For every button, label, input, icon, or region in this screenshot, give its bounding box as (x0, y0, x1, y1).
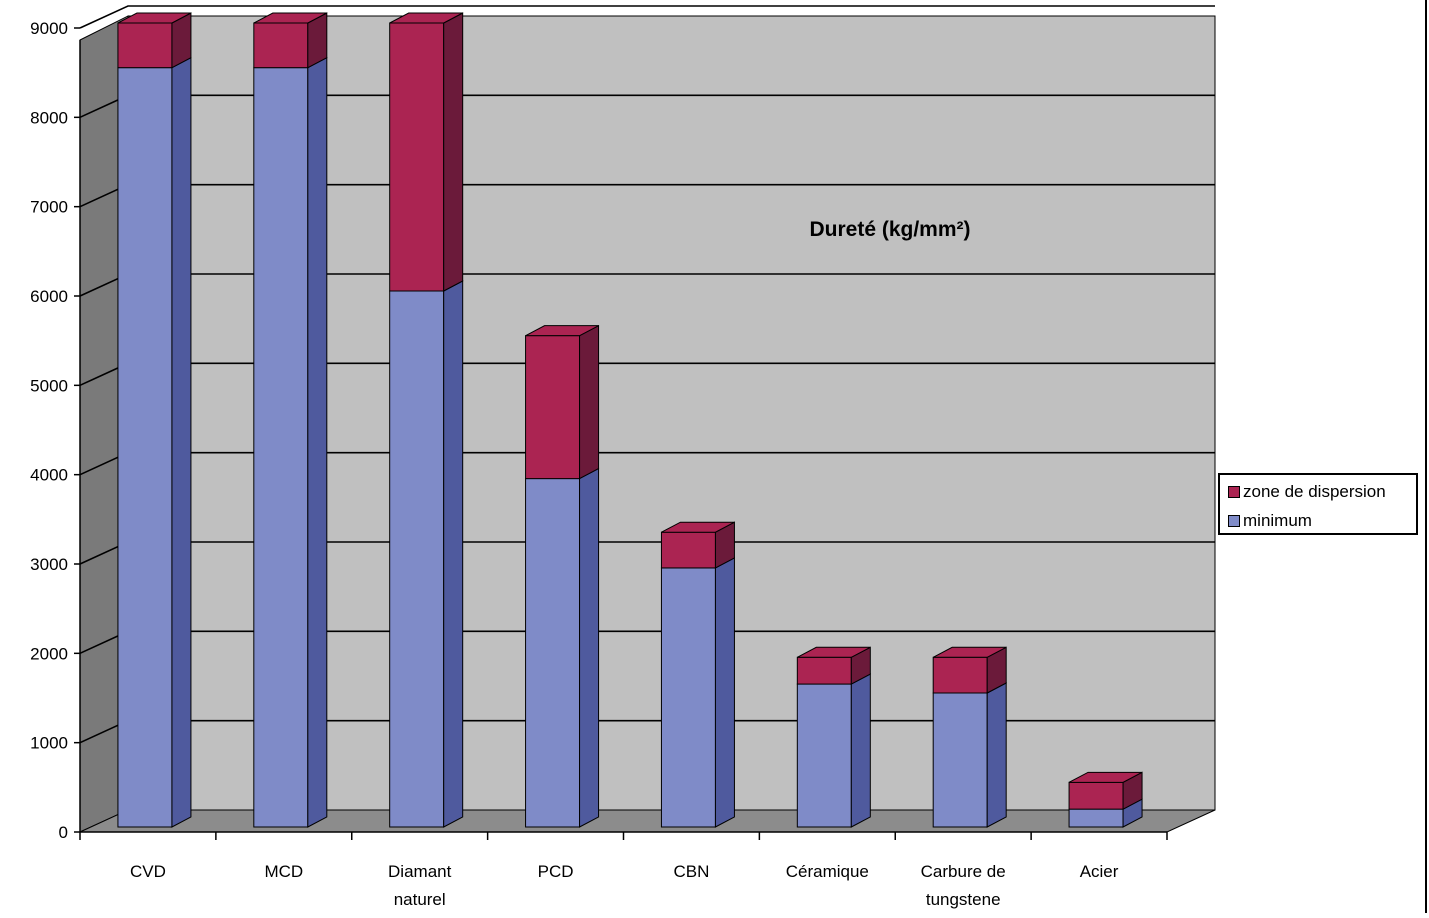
bar-dispersion-front (1068, 781, 1124, 810)
bar-dispersion (525, 324, 600, 480)
x-tick-label: PCD (538, 862, 574, 881)
legend-item-minimum: minimum (1228, 511, 1312, 531)
bar-minimum-side (714, 557, 735, 828)
bar-dispersion (253, 12, 328, 69)
x-tick-label: Acier (1080, 862, 1119, 881)
y-tick-label: 1000 (30, 734, 68, 753)
bars (117, 12, 1143, 828)
x-tick-label: tungstene (926, 890, 1001, 909)
bar-dispersion-front (117, 22, 173, 69)
bar-minimum-side (850, 673, 871, 828)
bar-dispersion-side (443, 12, 464, 292)
chart-title: Dureté (kg/mm²) (809, 218, 970, 241)
bar-minimum-side (443, 280, 464, 828)
page-border (1425, 0, 1427, 913)
bar-dispersion-front (796, 656, 852, 685)
x-tick-label: Diamant (388, 862, 452, 881)
y-tick-label: 9000 (30, 19, 68, 38)
y-tick-label: 6000 (30, 287, 68, 306)
y-tick-label: 3000 (30, 555, 68, 574)
bar-minimum-side (307, 56, 328, 828)
bar-minimum (796, 673, 871, 828)
bar-top (117, 12, 192, 24)
bar-dispersion-side (579, 324, 600, 480)
x-tick-label: Carbure de (921, 862, 1006, 881)
bar-minimum-front (253, 67, 309, 828)
bar-dispersion (389, 12, 464, 292)
legend: zone de dispersion minimum (1218, 473, 1418, 535)
bar-top (389, 12, 463, 24)
bar-minimum (525, 467, 600, 828)
legend-swatch-minimum (1228, 515, 1240, 527)
x-axis: CVD MCD Diamant naturel PCD CBN Céramique Carbu… (79, 831, 1168, 909)
bar-top (797, 646, 871, 658)
bar-minimum (117, 56, 192, 828)
y-tick-label: 8000 (30, 108, 68, 127)
y-tick-label: 0 (59, 823, 68, 842)
x-tick-label: MCD (264, 862, 303, 881)
bar-dispersion-front (389, 22, 445, 292)
bar-dispersion (117, 12, 192, 69)
bar-top (525, 325, 599, 337)
bar-top (932, 646, 1007, 658)
chart-walls (79, 15, 1216, 833)
gridline (79, 5, 1215, 29)
bar-minimum (253, 56, 328, 828)
bar-dispersion-front (660, 531, 716, 569)
bar-minimum-front (1068, 808, 1124, 828)
bar-minimum-front (117, 67, 173, 828)
bar-dispersion-front (932, 656, 988, 694)
bar-minimum-side (986, 682, 1007, 828)
x-tick-label: naturel (394, 890, 446, 909)
floor (79, 809, 1216, 833)
bar-minimum-side (579, 467, 600, 828)
x-tick-label: CBN (673, 862, 709, 881)
bar-top (661, 521, 735, 533)
bar-minimum (389, 280, 464, 828)
y-axis: 0 1000 2000 3000 4000 5000 6000 7000 8000 9000 (30, 19, 81, 842)
bar-dispersion-front (525, 335, 581, 480)
x-tick-label: Céramique (786, 862, 869, 881)
bar-minimum-front (525, 478, 581, 828)
bar-top (1068, 771, 1143, 783)
x-tick-label: CVD (130, 862, 166, 881)
bar-dispersion-front (253, 22, 309, 69)
bar-top (253, 12, 328, 24)
legend-item-dispersion: zone de dispersion (1228, 482, 1386, 502)
y-tick-label: 7000 (30, 198, 68, 217)
bar-minimum-front (932, 692, 988, 828)
legend-label-minimum: minimum (1243, 511, 1312, 530)
y-tick-label: 5000 (30, 376, 68, 395)
bar-minimum-front (660, 567, 716, 828)
bar-dispersion (796, 646, 871, 685)
bar-minimum-front (796, 683, 852, 828)
y-tick-label: 4000 (30, 466, 68, 485)
bar-minimum (660, 557, 735, 828)
bar-dispersion (660, 521, 735, 569)
bar-minimum-front (389, 290, 445, 828)
legend-swatch-dispersion (1228, 486, 1240, 498)
bar-minimum (932, 682, 1007, 828)
y-tick-label: 2000 (30, 644, 68, 663)
bar-minimum-side (171, 56, 192, 828)
legend-label-dispersion: zone de dispersion (1243, 482, 1386, 501)
